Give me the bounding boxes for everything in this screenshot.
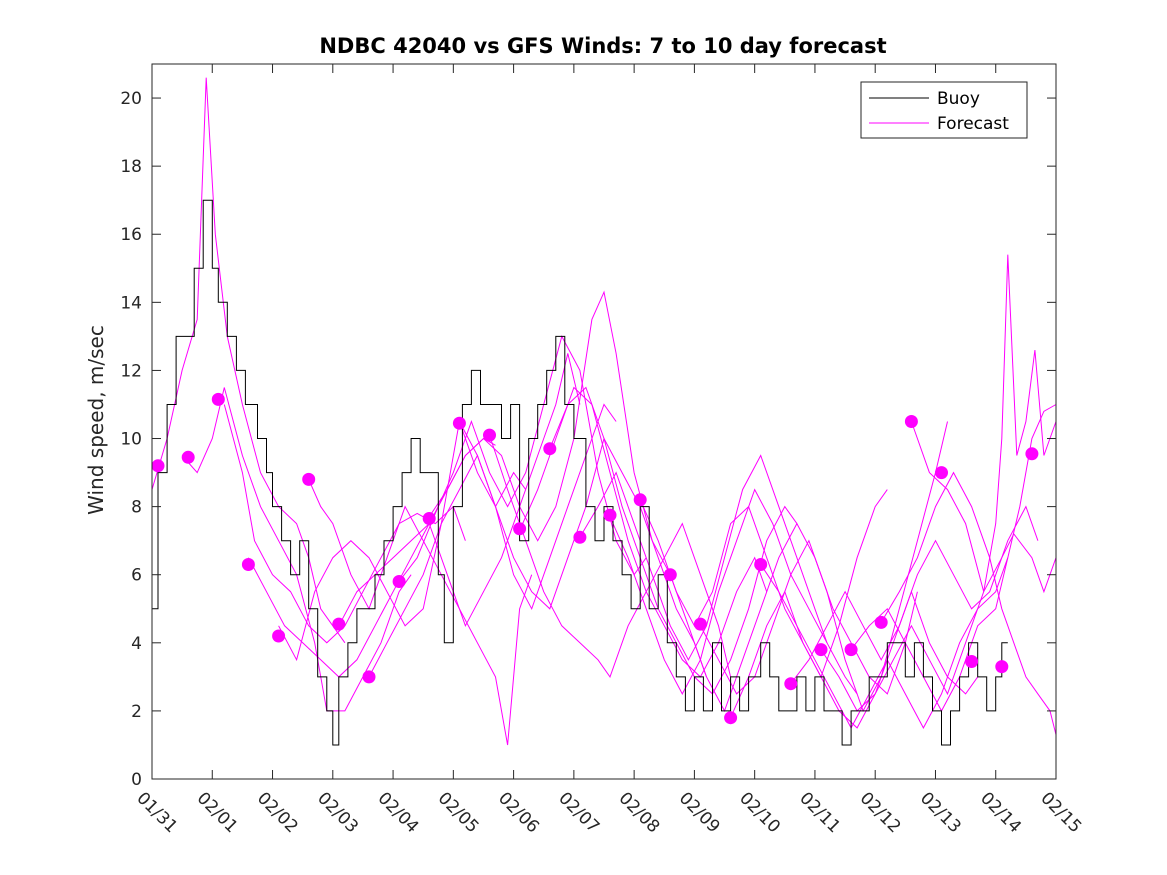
forecast-line-12 [489, 434, 732, 678]
forecast-marker-11 [452, 416, 466, 430]
legend-buoy-label: Buoy [937, 89, 980, 109]
forecast-marker-23 [814, 643, 828, 657]
legend-box [860, 81, 1028, 139]
y-tick-label-18: 18 [120, 157, 142, 177]
forecast-line-16 [609, 488, 858, 695]
forecast-marker-8 [362, 670, 376, 684]
forecast-line-6 [308, 479, 533, 746]
axes-box [151, 63, 1057, 780]
forecast-marker-20 [724, 711, 738, 725]
forecast-marker-18 [663, 568, 677, 582]
y-tick-label-0: 0 [131, 770, 142, 790]
forecast-marker-12 [483, 428, 496, 442]
forecast-line-13 [519, 386, 768, 678]
legend-forecast-label: Forecast [937, 114, 1009, 134]
chart-title: NDBC 42040 vs GFS Winds: 7 to 10 day for… [319, 34, 886, 58]
forecast-marker-26 [904, 415, 918, 428]
y-tick-label-6: 6 [131, 566, 142, 586]
forecast-marker-16 [603, 508, 617, 522]
forecast-line-20 [730, 590, 979, 729]
forecast-marker-3 [211, 392, 225, 406]
y-tick-label-14: 14 [120, 293, 142, 313]
forecast-marker-30 [1025, 447, 1039, 461]
forecast-line-7 [338, 353, 581, 628]
forecast-line-23 [820, 532, 1057, 712]
legend: Buoy Forecast [860, 81, 1028, 139]
y-tick-label-10: 10 [120, 430, 142, 450]
y-tick-label-2: 2 [131, 702, 142, 722]
forecast-marker-15 [573, 530, 587, 544]
forecast-marker-29 [995, 660, 1009, 674]
y-tick-label-12: 12 [120, 361, 142, 381]
forecast-marker-7 [332, 617, 346, 631]
forecast-marker-1 [151, 459, 165, 473]
y-axis-label: Wind speed, m/sec [84, 325, 108, 515]
forecast-line-5 [278, 419, 527, 662]
y-tick-label-8: 8 [131, 498, 142, 518]
forecast-marker-2 [181, 450, 195, 464]
forecast-marker-21 [754, 558, 768, 571]
forecast-marker-10 [422, 512, 436, 525]
forecast-marker-19 [693, 617, 707, 631]
forecast-line-19 [699, 421, 948, 713]
forecast-marker-22 [784, 677, 798, 691]
y-tick-label-16: 16 [120, 225, 142, 245]
forecast-line-1 [151, 77, 346, 644]
buoy-line [152, 199, 1008, 746]
forecast-marker-14 [543, 442, 557, 456]
forecast-marker-13 [513, 522, 527, 536]
forecast-marker-25 [874, 615, 888, 629]
forecast-marker-24 [844, 643, 858, 657]
forecast-marker-27 [935, 466, 948, 480]
y-tick-label-4: 4 [131, 634, 142, 654]
forecast-marker-17 [633, 493, 647, 507]
forecast-marker-5 [272, 629, 286, 643]
forecast-line-10 [428, 290, 671, 575]
forecast-marker-9 [392, 575, 406, 588]
forecast-marker-6 [302, 472, 316, 486]
forecast-marker-4 [241, 558, 255, 571]
forecast-line-26 [910, 254, 1057, 592]
y-tick-label-20: 20 [120, 89, 142, 109]
forecast-line-17 [639, 489, 888, 679]
forecast-marker-28 [965, 655, 979, 668]
